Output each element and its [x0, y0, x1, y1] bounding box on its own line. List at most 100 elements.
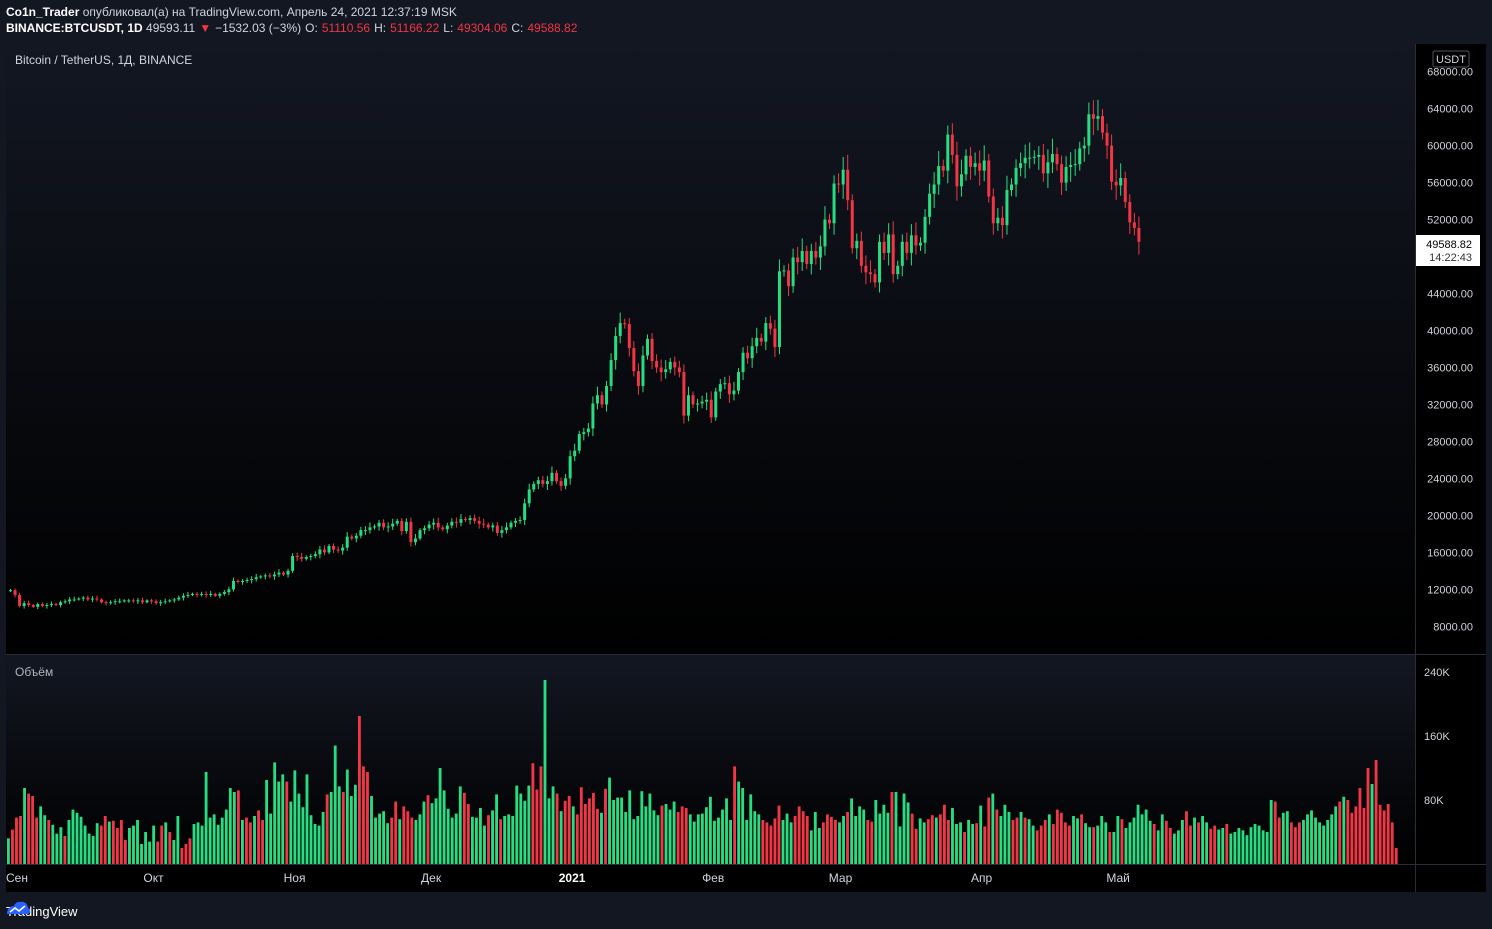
price-tick-label: 8000.00	[1433, 621, 1473, 633]
candle-body	[486, 524, 490, 528]
volume-bar	[19, 816, 22, 864]
candle-body	[313, 554, 317, 557]
price-pane-background	[6, 44, 1415, 654]
volume-bar	[1229, 833, 1233, 864]
chart-canvas[interactable]: 68000.00 64000.00 60000.00 56000.00 52000.00…	[6, 44, 1486, 892]
candle-body	[664, 369, 668, 373]
candle-body	[150, 600, 154, 602]
volume-bar	[1132, 817, 1136, 864]
volume-bar	[704, 807, 708, 864]
volume-bar	[930, 815, 934, 864]
currency-badge-label: USDT	[1436, 54, 1466, 66]
volume-bar	[1076, 818, 1079, 864]
candle-body	[40, 604, 44, 606]
volume-bar	[321, 812, 325, 864]
candle-body	[718, 384, 722, 392]
candle-body	[541, 480, 545, 484]
volume-bar	[370, 796, 373, 864]
volume-bar	[281, 774, 285, 864]
candle-body	[231, 580, 235, 590]
price-tick-label: 60000.00	[1427, 141, 1473, 153]
volume-bar	[1237, 828, 1241, 864]
candle-body	[605, 385, 609, 405]
volume-bar	[591, 792, 595, 864]
volume-bar	[700, 813, 704, 864]
volume-bar	[422, 801, 426, 864]
volume-bar	[1064, 822, 1067, 864]
volume-bar	[870, 821, 874, 864]
volume-bar	[531, 763, 535, 864]
volume-bar	[640, 791, 644, 864]
volume-bar	[180, 848, 184, 864]
candle-body	[668, 361, 672, 370]
candle-body	[450, 521, 454, 526]
volume-bar	[1088, 827, 1092, 864]
volume-bar	[228, 788, 232, 864]
volume-bar	[1318, 822, 1322, 864]
volume-bar	[236, 790, 240, 864]
volume-bar	[301, 807, 305, 864]
volume-bar	[87, 833, 91, 864]
candle-body	[991, 196, 995, 224]
last-price-tag-value: 49588.82	[1426, 239, 1472, 251]
candle-body	[9, 590, 12, 592]
volume-bar	[1124, 828, 1128, 864]
time-tick-label: Фев	[702, 871, 724, 885]
candle-body	[1037, 154, 1041, 157]
candle-body	[222, 592, 226, 594]
volume-bar	[152, 825, 156, 864]
volume-bar	[119, 820, 123, 864]
candle-body	[454, 521, 458, 523]
volume-bar	[511, 816, 515, 864]
candle-body	[559, 481, 563, 486]
volume-bar	[333, 745, 337, 864]
volume-bar	[769, 825, 773, 864]
volume-bar	[349, 796, 353, 864]
volume-bar	[11, 829, 14, 864]
volume-axis[interactable]: 240K 160K 80K	[1424, 667, 1450, 807]
price-axis[interactable]: 68000.00 64000.00 60000.00 56000.00 52000.00…	[1427, 67, 1473, 634]
time-tick-label: Апр	[971, 871, 993, 885]
currency-badge[interactable]	[1432, 50, 1470, 68]
time-axis[interactable]: Сен Окт Ноя Дек 2021 Фев Мар Апр Май	[6, 871, 1130, 885]
author-name[interactable]: Co1n_Trader	[6, 5, 80, 19]
candle-body	[787, 270, 791, 287]
candle-body	[168, 600, 172, 602]
volume-bar	[1233, 832, 1237, 864]
candle-body	[218, 593, 222, 596]
price-tick-label: 24000.00	[1427, 473, 1473, 485]
candle-body	[923, 216, 927, 243]
low-label: L:	[443, 21, 454, 35]
volume-bar	[67, 820, 71, 864]
candle-body	[413, 538, 417, 543]
chart-frame[interactable]: 68000.00 64000.00 60000.00 56000.00 52000.00…	[6, 44, 1486, 892]
candle-body	[177, 597, 181, 600]
candle-body	[573, 450, 577, 457]
candle-body	[800, 251, 804, 263]
volume-bar	[63, 836, 67, 864]
volume-bar	[789, 822, 793, 864]
candle-body	[1023, 157, 1027, 164]
candle-body	[377, 522, 381, 527]
candle-body	[36, 604, 40, 607]
price-tick-label: 28000.00	[1427, 436, 1473, 448]
tradingview-logo-icon[interactable]	[6, 900, 32, 916]
candle-body	[318, 549, 322, 555]
candle-body	[828, 219, 831, 224]
candle-body	[22, 603, 26, 606]
volume-bar	[212, 814, 216, 864]
volume-bar	[922, 822, 926, 864]
symbol-label: BINANCE:BTCUSDT, 1D	[6, 21, 143, 35]
volume-bar	[1221, 828, 1225, 864]
candle-body	[582, 432, 586, 435]
candle-body	[636, 371, 640, 386]
candle-body	[1005, 190, 1009, 226]
candle-body	[1119, 178, 1123, 186]
volume-bar	[204, 772, 208, 864]
volume-bar	[132, 825, 135, 864]
volume-bar	[479, 808, 482, 864]
candle-body	[45, 605, 49, 607]
volume-bar	[587, 798, 591, 864]
candle-body	[1137, 227, 1141, 242]
candle-body	[1060, 164, 1064, 183]
